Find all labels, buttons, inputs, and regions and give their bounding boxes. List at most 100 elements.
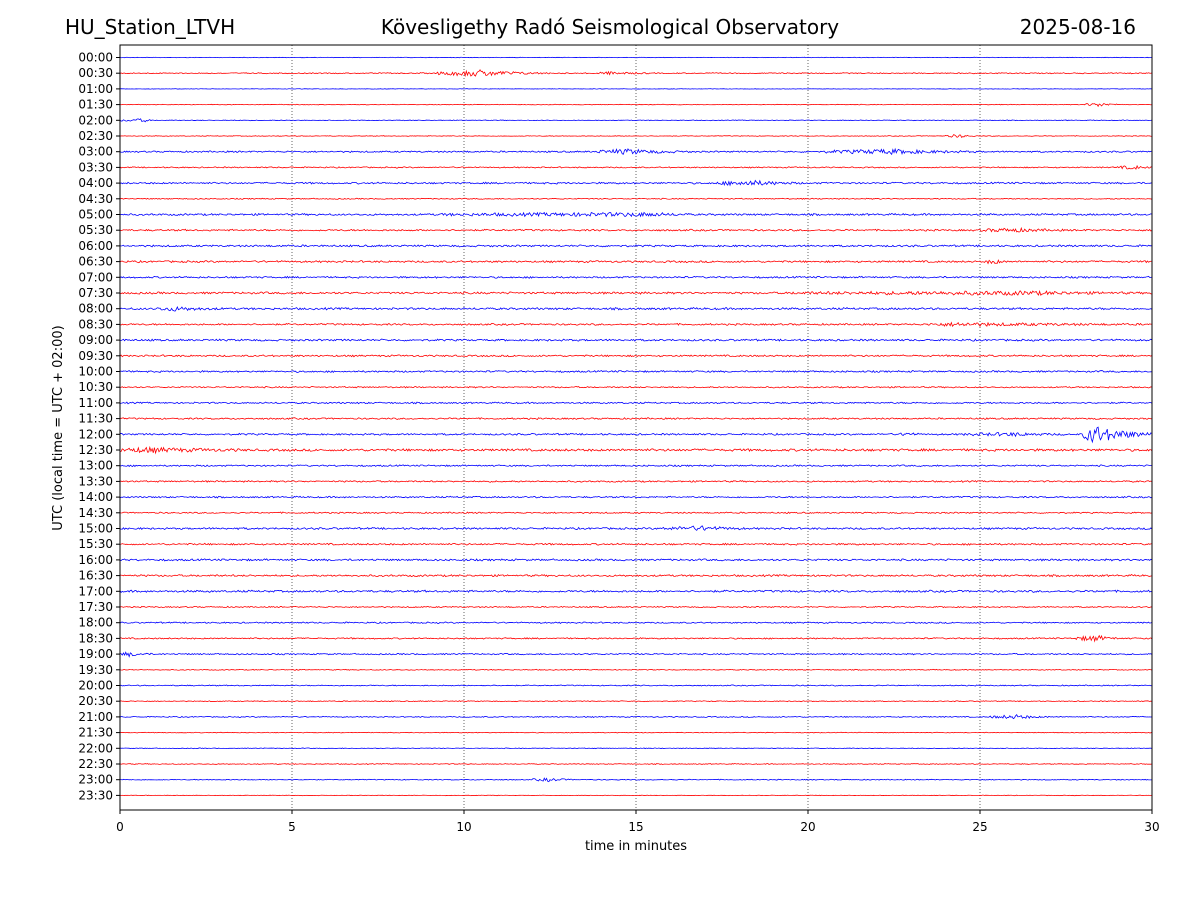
trace-2300	[119, 777, 1152, 783]
chart-title: Kövesligethy Radó Seismological Observat…	[380, 15, 840, 39]
x-tick-label: 15	[628, 820, 643, 834]
y-tick-label: 12:00	[78, 427, 113, 441]
trace-2230	[119, 763, 1153, 765]
y-tick-label: 14:30	[78, 506, 113, 520]
y-tick-label: 08:30	[78, 317, 113, 331]
trace-0830	[119, 321, 1153, 328]
trace-0630	[119, 259, 1153, 265]
trace-1630	[119, 573, 1153, 578]
y-tick-label: 16:00	[78, 553, 113, 567]
trace-0600	[119, 244, 1153, 248]
trace-0530	[119, 226, 1153, 233]
trace-1830	[119, 634, 1153, 643]
y-tick-label: 02:00	[78, 113, 113, 127]
trace-1500	[119, 525, 1153, 531]
trace-1400	[119, 495, 1153, 499]
trace-0730	[119, 289, 1153, 296]
grid-lines	[291, 45, 981, 810]
y-tick-label: 19:00	[78, 647, 113, 661]
y-tick-label: 01:00	[78, 82, 113, 96]
trace-1130	[119, 417, 1153, 420]
trace-2130	[119, 731, 1153, 734]
trace-2330	[119, 794, 1153, 797]
trace-0300	[119, 147, 1153, 156]
y-tick-label: 20:30	[78, 694, 113, 708]
trace-1730	[119, 605, 1153, 609]
y-tick-label: 03:30	[78, 160, 113, 174]
y-tick-label: 21:30	[78, 726, 113, 740]
trace-0030	[119, 69, 1153, 78]
y-tick-label: 00:00	[78, 51, 113, 65]
y-tick-label: 04:00	[78, 176, 113, 190]
y-tick-label: 23:30	[78, 788, 113, 802]
y-tick-label: 11:00	[78, 396, 113, 410]
trace-1200	[119, 426, 1153, 444]
station-label: HU_Station_LTVH	[65, 15, 236, 39]
y-tick-label: 17:30	[78, 600, 113, 614]
trace-2030	[119, 700, 1153, 703]
trace-0800	[119, 306, 1153, 312]
y-tick-label: 11:30	[78, 412, 113, 426]
y-tick-label: 17:00	[78, 584, 113, 598]
y-tick-label: 13:30	[78, 474, 113, 488]
y-tick-label: 04:30	[78, 192, 113, 206]
trace-0430	[119, 197, 1153, 200]
trace-2100	[119, 714, 1153, 720]
y-tick-label: 12:30	[78, 443, 113, 457]
trace-1700	[119, 589, 1153, 593]
trace-2000	[119, 684, 1153, 687]
x-tick-label: 0	[116, 820, 124, 834]
y-tick-label: 21:00	[78, 710, 113, 724]
y-tick-label: 15:00	[78, 522, 113, 536]
y-tick-label: 00:30	[78, 66, 113, 80]
y-tick-label: 19:30	[78, 663, 113, 677]
y-tick-label: 16:30	[78, 569, 113, 583]
y-tick-label: 22:30	[78, 757, 113, 771]
trace-0330	[119, 164, 1153, 170]
trace-lines	[119, 56, 1153, 797]
y-tick-label: 15:30	[78, 537, 113, 551]
x-tick-label: 10	[456, 820, 471, 834]
y-axis-label: UTC (local time = UTC + 02:00)	[51, 325, 66, 530]
y-tick-label: 07:30	[78, 286, 113, 300]
trace-0900	[119, 338, 1153, 342]
trace-1230	[119, 445, 1153, 455]
trace-0700	[119, 275, 1153, 279]
x-axis-label: time in minutes	[585, 839, 687, 854]
date-label: 2025-08-16	[1019, 15, 1136, 39]
x-tick-label: 5	[288, 820, 296, 834]
x-tick-label: 20	[800, 820, 815, 834]
trace-2200	[119, 747, 1153, 750]
trace-0230	[119, 134, 1153, 139]
trace-1930	[119, 668, 1153, 671]
y-tick-label: 09:00	[78, 333, 113, 347]
trace-1600	[119, 558, 1153, 562]
y-tick-label: 18:30	[78, 631, 113, 645]
y-tick-label: 05:30	[78, 223, 113, 237]
y-tick-label: 08:00	[78, 302, 113, 316]
x-axis-ticks: 0 5 10 15 20 25 30	[116, 810, 1160, 834]
y-tick-label: 02:30	[78, 129, 113, 143]
trace-1300	[119, 464, 1153, 468]
y-tick-label: 20:00	[78, 679, 113, 693]
trace-1800	[119, 621, 1153, 624]
x-tick-label: 30	[1144, 820, 1159, 834]
y-tick-label: 01:30	[78, 98, 113, 112]
trace-1100	[119, 401, 1153, 405]
trace-0130	[119, 103, 1153, 108]
trace-1030	[119, 385, 1153, 389]
trace-1900	[119, 651, 1153, 658]
y-tick-label: 07:00	[78, 270, 113, 284]
y-tick-label: 05:00	[78, 208, 113, 222]
y-tick-label: 06:00	[78, 239, 113, 253]
y-tick-label: 18:00	[78, 616, 113, 630]
y-tick-label: 22:00	[78, 741, 113, 755]
trace-1000	[119, 370, 1153, 374]
y-tick-label: 06:30	[78, 255, 113, 269]
y-tick-label: 13:00	[78, 459, 113, 473]
trace-0930	[119, 354, 1153, 358]
y-tick-label: 09:30	[78, 349, 113, 363]
